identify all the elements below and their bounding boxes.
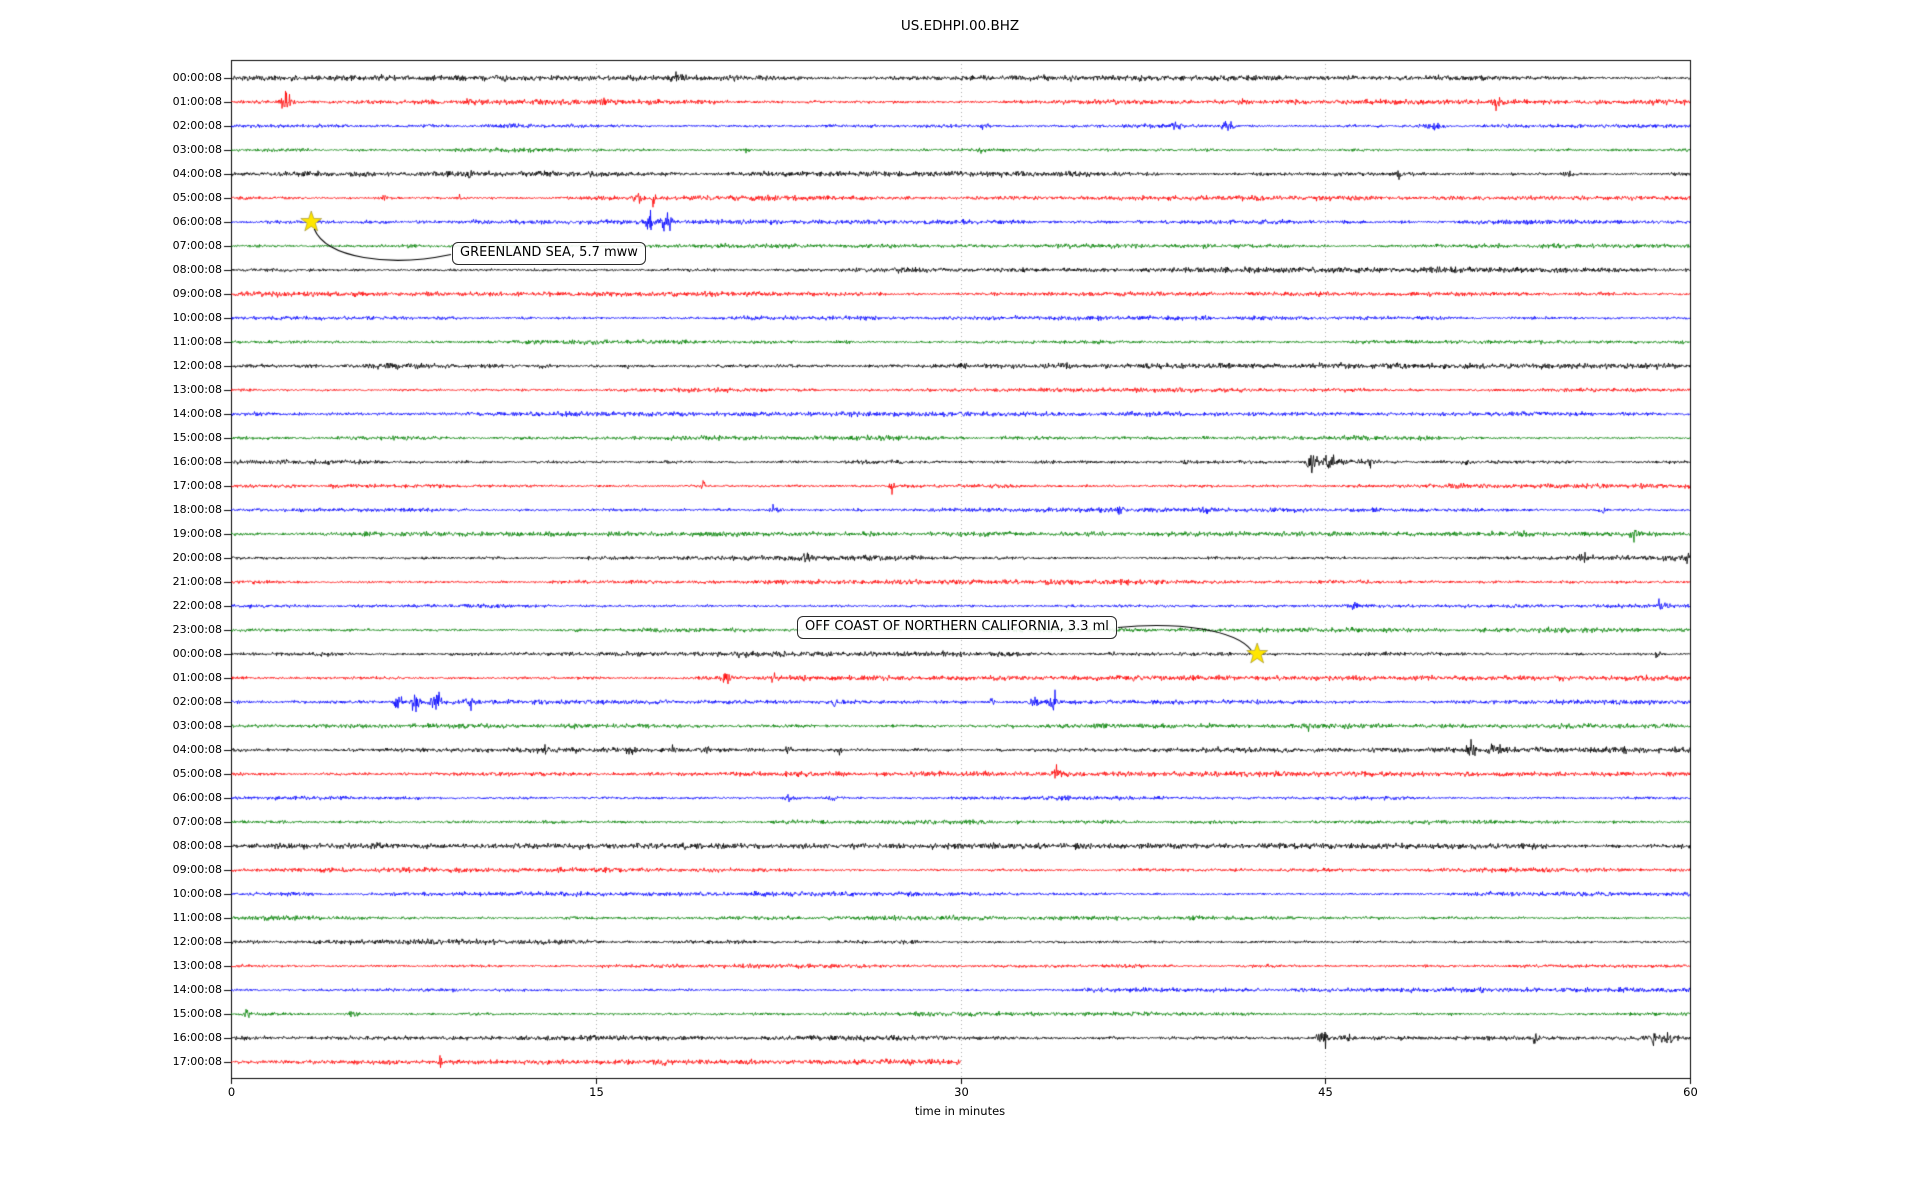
row-time-label: 08:00:08 <box>172 839 222 852</box>
row-time-label: 18:00:08 <box>172 503 222 516</box>
x-tick-label: 30 <box>954 1085 969 1099</box>
row-time-label: 14:00:08 <box>172 983 222 996</box>
row-time-label: 02:00:08 <box>172 695 222 708</box>
event-annotation-greenland-sea: GREENLAND SEA, 5.7 mww <box>452 242 646 265</box>
row-time-label: 07:00:08 <box>172 815 222 828</box>
row-time-label: 14:00:08 <box>172 407 222 420</box>
row-time-label: 13:00:08 <box>172 959 222 972</box>
row-time-label: 13:00:08 <box>172 383 222 396</box>
row-time-label: 16:00:08 <box>172 1031 222 1044</box>
row-time-label: 04:00:08 <box>172 743 222 756</box>
x-axis-title: time in minutes <box>914 1104 1006 1118</box>
row-time-label: 06:00:08 <box>172 215 222 228</box>
row-time-label: 19:00:08 <box>172 527 222 540</box>
row-time-label: 15:00:08 <box>172 1007 222 1020</box>
event-annotation-northern-california: OFF COAST OF NORTHERN CALIFORNIA, 3.3 ml <box>797 616 1117 639</box>
row-time-label: 01:00:08 <box>172 671 222 684</box>
row-time-label: 12:00:08 <box>172 359 222 372</box>
row-time-label: 01:00:08 <box>172 95 222 108</box>
row-time-label: 08:00:08 <box>172 263 222 276</box>
row-time-label: 09:00:08 <box>172 863 222 876</box>
row-time-label: 23:00:08 <box>172 623 222 636</box>
row-time-label: 05:00:08 <box>172 767 222 780</box>
x-tick-label: 60 <box>1683 1085 1698 1099</box>
row-time-label: 20:00:08 <box>172 551 222 564</box>
row-time-label: 10:00:08 <box>172 887 222 900</box>
row-time-label: 00:00:08 <box>172 647 222 660</box>
row-time-label: 09:00:08 <box>172 287 222 300</box>
row-time-label: 00:00:08 <box>172 71 222 84</box>
row-time-label: 06:00:08 <box>172 791 222 804</box>
row-time-label: 04:00:08 <box>172 167 222 180</box>
row-time-label: 07:00:08 <box>172 239 222 252</box>
x-tick-label: 0 <box>227 1085 236 1099</box>
row-time-label: 03:00:08 <box>172 143 222 156</box>
x-tick-label: 45 <box>1318 1085 1333 1099</box>
row-time-label: 02:00:08 <box>172 119 222 132</box>
row-time-label: 17:00:08 <box>172 1055 222 1068</box>
x-tick-label: 15 <box>589 1085 604 1099</box>
row-time-label: 05:00:08 <box>172 191 222 204</box>
row-time-label: 15:00:08 <box>172 431 222 444</box>
row-time-label: 11:00:08 <box>172 911 222 924</box>
row-time-label: 21:00:08 <box>172 575 222 588</box>
row-time-label: 10:00:08 <box>172 311 222 324</box>
row-time-label: 16:00:08 <box>172 455 222 468</box>
row-time-label: 17:00:08 <box>172 479 222 492</box>
row-time-label: 03:00:08 <box>172 719 222 732</box>
row-time-label: 12:00:08 <box>172 935 222 948</box>
row-time-label: 22:00:08 <box>172 599 222 612</box>
row-time-label: 11:00:08 <box>172 335 222 348</box>
